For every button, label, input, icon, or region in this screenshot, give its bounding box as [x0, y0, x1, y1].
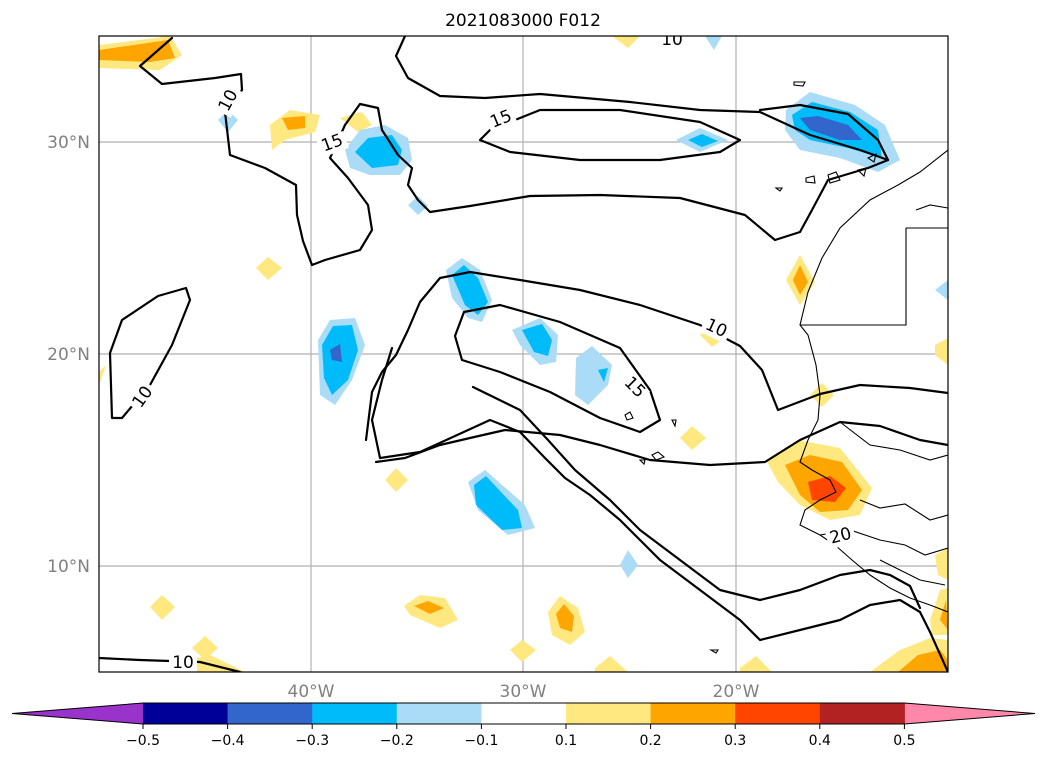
contour-label: 10: [661, 30, 683, 50]
colorbar-tick-label: 0.3: [724, 733, 746, 749]
contour-labels: 10 10 15 15 10 15 10 20 10: [128, 30, 857, 673]
figure-title: 2021083000 F012: [445, 11, 601, 31]
colorbar-segment: [143, 703, 229, 724]
colorbar-tick-label: −0.5: [126, 733, 160, 749]
colorbar-segment: [735, 703, 821, 724]
lon-tick-labels: 40°W 30°W 20°W: [288, 682, 760, 702]
colorbar-segment: [650, 703, 736, 724]
colorbar-tick-label: −0.3: [295, 733, 329, 749]
colorbar-tick-label: −0.2: [380, 733, 414, 749]
colorbar-tick-label: 0.2: [639, 733, 661, 749]
colorbar-segment: [481, 703, 567, 724]
plot-frame: [98, 35, 949, 673]
coastlines: [624, 81, 948, 654]
lon-tick-label: 30°W: [500, 682, 547, 702]
colorbar-tick-label: −0.4: [211, 733, 245, 749]
lon-tick-label: 20°W: [713, 682, 760, 702]
lat-tick-labels: 30°N 20°N 10°N: [47, 133, 90, 577]
colorbar-segment: [566, 703, 652, 724]
colorbar-segment: [312, 703, 398, 724]
colorbar-tick-label: 0.4: [809, 733, 831, 749]
colorbar-tick-label: 0.1: [555, 733, 577, 749]
colorbar-segment: [396, 703, 482, 724]
lat-tick-label: 30°N: [47, 133, 90, 153]
colorbar-extend-high: [904, 703, 1035, 724]
colorbar-segment: [227, 703, 313, 724]
contour-label: 10: [129, 383, 158, 412]
lat-tick-label: 10°N: [47, 557, 90, 577]
colorbar-tick-label: −0.1: [464, 733, 498, 749]
lon-tick-label: 40°W: [288, 682, 335, 702]
contour-label: 15: [620, 373, 649, 402]
colorbar-extend-low: [12, 703, 143, 724]
colorbar-tick-label: 0.5: [893, 733, 915, 749]
contour-label: 10: [172, 653, 194, 673]
colorbar-segment: [819, 703, 905, 724]
colorbar: −0.5 −0.4 −0.3 −0.2 −0.1 0.1 0.2 0.3 0.4 0.5: [11, 702, 1036, 749]
map-plot-area: 10 10 15 15 10 15 10 20 10: [99, 30, 948, 673]
lat-tick-label: 20°N: [47, 345, 90, 365]
